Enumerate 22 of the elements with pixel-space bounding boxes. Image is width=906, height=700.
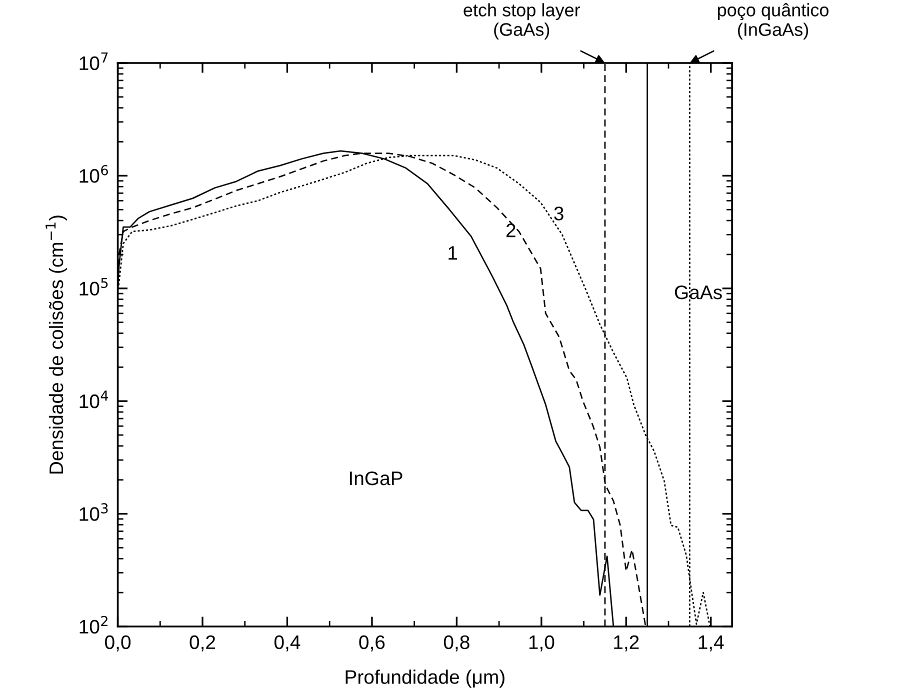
x-tick-label: 0,0 [105, 635, 131, 652]
x-tick-label: 1,0 [529, 635, 554, 652]
annotation: 3 [554, 206, 564, 220]
y-axis-title: Densidade de colisões (cm$^{−1}$) [46, 216, 68, 474]
x-tick-label: 1,2 [614, 635, 639, 652]
y-tick-label: 10$^{3}$ [80, 503, 108, 521]
y-tick-label: 10$^{4}$ [80, 390, 108, 408]
annotation: poço quântico (InGaAs) [718, 3, 828, 40]
y-tick-label: 10$^{7}$ [80, 52, 108, 70]
x-tick-label: 0,6 [359, 635, 385, 652]
annotation: 1 [448, 246, 458, 260]
x-tick-label: 0,2 [190, 635, 216, 652]
x-tick-label: 1,4 [698, 636, 724, 652]
x-axis-title: Profundidade (μm) [346, 670, 504, 688]
x-tick-label: 0,8 [444, 635, 470, 652]
y-tick-label: 10$^{6}$ [80, 165, 108, 183]
annotation: GaAs [674, 285, 722, 300]
y-tick-label: 10$^{2}$ [80, 616, 108, 634]
x-tick-label: 0,4 [274, 635, 300, 652]
annotation: InGaP [350, 471, 402, 486]
y-tick-label: 10$^{5}$ [80, 278, 108, 296]
annotation: etch stop layer (GaAs) [464, 3, 580, 40]
